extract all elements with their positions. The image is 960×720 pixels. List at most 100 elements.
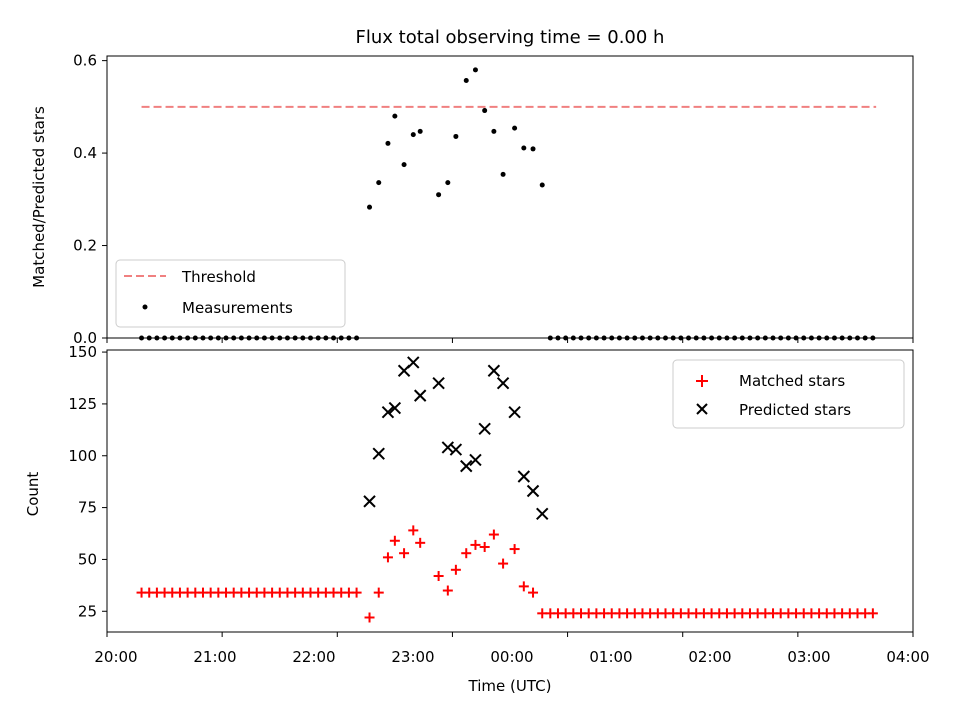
predicted-star-point: [432, 376, 445, 390]
measurement-point: [512, 125, 518, 131]
predicted-star-point: [487, 364, 501, 377]
top-plot-frame: [106, 55, 914, 339]
bottom-plot-frame: [106, 349, 914, 633]
predicted-star-point: [372, 447, 385, 460]
bottom-y-tick-label: 100: [68, 447, 97, 465]
bottom-x-tick-label: 01:00: [589, 648, 632, 666]
bottom-x-tick-label: 00:00: [490, 648, 533, 666]
predicted-legend-swatch: [696, 403, 708, 415]
bottom-x-tick-label: 22:00: [292, 648, 335, 666]
predicted-star-point: [478, 422, 491, 436]
top-y-axis-label: Matched/Predicted stars: [30, 106, 48, 288]
measurement-point: [453, 133, 459, 139]
measurement-point: [530, 146, 536, 152]
top-y-tick-label: 0.2: [73, 237, 97, 255]
bottom-x-ticks: 20:00 21:00 22:00 23:00 00:00 01:00 02:00 03:00…: [94, 632, 930, 666]
matched-star-point: [408, 525, 419, 536]
top-x-ticks: [106, 338, 914, 343]
measurement-point: [417, 128, 423, 134]
predicted-star-point: [460, 459, 473, 473]
predicted-star-point: [496, 376, 510, 390]
matched-legend-swatch: [696, 375, 708, 387]
bottom-legend: Matched stars Predicted stars: [672, 359, 905, 429]
measurement-point: [539, 182, 545, 188]
measurement-point: [500, 171, 506, 177]
measurement-point: [392, 113, 398, 119]
measurement-point: [521, 145, 527, 151]
predicted-star-point: [407, 356, 420, 369]
measurement-point: [410, 132, 416, 138]
legend-predicted-label: Predicted stars: [739, 401, 851, 419]
top-y-ticks: 0.0 0.2 0.4 0.6: [73, 52, 107, 347]
measurement-point: [367, 204, 373, 210]
top-y-tick-label: 0.6: [73, 52, 97, 70]
matched-star-point: [373, 587, 384, 598]
measurements-legend-swatch: [142, 304, 148, 310]
predicted-star-point: [517, 470, 531, 483]
top-y-tick-label: 0.4: [73, 144, 97, 162]
predicted-star-point: [413, 389, 427, 402]
predicted-star-point: [449, 443, 463, 456]
matched-star-point: [415, 537, 426, 548]
bottom-y-tick-label: 150: [68, 343, 97, 361]
matched-star-point: [399, 548, 410, 559]
top-y-tick-label: 0.0: [73, 329, 97, 347]
matched-star-point: [470, 539, 481, 550]
bottom-x-tick-label: 04:00: [886, 648, 929, 666]
matched-star-point: [498, 558, 509, 569]
legend-measurements-label: Measurements: [182, 299, 293, 317]
bottom-y-tick-label: 125: [68, 395, 97, 413]
bottom-x-tick-label: 21:00: [193, 648, 236, 666]
matched-star-point: [479, 541, 490, 552]
bottom-y-tick-label: 75: [78, 499, 97, 517]
legend-threshold-label: Threshold: [181, 268, 256, 286]
predicted-star-point: [388, 401, 402, 415]
bottom-x-tick-label: 02:00: [688, 648, 731, 666]
bottom-y-tick-label: 50: [78, 550, 97, 568]
top-panel: 0.0 0.2 0.4 0.6 Matched/Predicted stars Thr…: [30, 52, 914, 347]
measurement-point: [436, 192, 442, 198]
matched-star-point: [528, 587, 539, 598]
bottom-y-tick-label: 25: [78, 602, 97, 620]
matched-star-point: [442, 585, 453, 596]
legend-matched-label: Matched stars: [739, 372, 845, 390]
matched-star-point: [351, 587, 362, 598]
bottom-y-axis-label: Count: [24, 472, 42, 517]
matched-star-point: [509, 544, 520, 555]
chart-title: Flux total observing time = 0.00 h: [356, 27, 665, 48]
matched-star-point: [389, 535, 400, 546]
measurement-point: [491, 128, 497, 134]
matched-star-point: [461, 548, 472, 559]
measurement-point: [385, 140, 391, 146]
matched-star-point: [518, 581, 529, 592]
matched-star-point: [364, 612, 375, 623]
bottom-x-tick-label: 23:00: [391, 648, 434, 666]
top-legend-box: [115, 259, 346, 328]
bottom-marks: [136, 356, 878, 623]
bottom-y-ticks: 25 50 75 100 125 150: [68, 343, 107, 620]
predicted-star-point: [381, 405, 395, 419]
matched-star-point: [433, 571, 444, 582]
bottom-panel: 25 50 75 100 125 150 20:00 21:00 22:00 23:00 00:0…: [24, 343, 930, 695]
matched-star-point: [450, 564, 461, 575]
bottom-x-tick-label: 03:00: [787, 648, 830, 666]
top-legend: Threshold Measurements: [115, 259, 346, 328]
measurement-point: [482, 108, 488, 114]
measurement-point: [463, 78, 469, 84]
matched-star-point: [488, 529, 499, 540]
predicted-star-point: [469, 453, 482, 467]
matched-star-point: [867, 608, 878, 619]
measurement-point: [401, 162, 407, 168]
x-axis-label: Time (UTC): [468, 677, 552, 695]
bottom-x-tick-label: 20:00: [94, 648, 137, 666]
bottom-legend-box: [672, 359, 905, 429]
measurement-point: [376, 180, 382, 186]
matched-star-point: [537, 608, 548, 619]
measurement-point: [445, 180, 451, 186]
matched-star-point: [382, 552, 393, 563]
measurement-point: [472, 67, 478, 73]
predicted-star-point: [363, 495, 376, 508]
predicted-star-point: [526, 484, 540, 498]
predicted-star-point: [508, 405, 521, 419]
